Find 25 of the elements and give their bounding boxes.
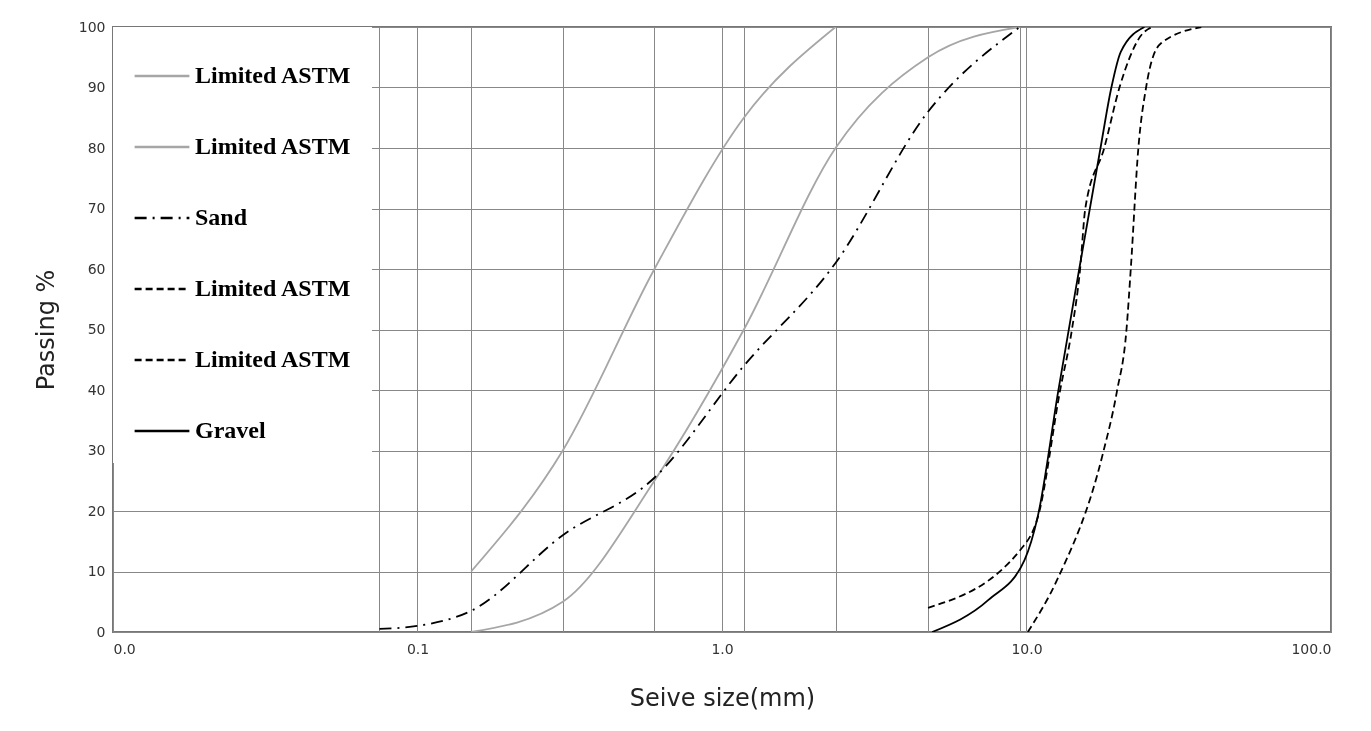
legend-label: Limited ASTM xyxy=(195,62,351,88)
y-tick-label: 70 xyxy=(87,200,106,216)
y-axis-title: Passing % xyxy=(31,269,60,391)
legend-label: Limited ASTM xyxy=(195,133,351,159)
y-tick-label: 30 xyxy=(87,442,106,458)
y-tick-label: 90 xyxy=(87,79,106,95)
legend-label: Sand xyxy=(195,204,248,230)
line-series xyxy=(470,27,837,573)
x-axis-title: Seive size(mm) xyxy=(629,683,816,712)
y-tick-label: 20 xyxy=(87,502,106,519)
legend-label: Gravel xyxy=(195,417,266,443)
legend-label: Limited ASTM xyxy=(195,346,351,372)
y-tick-label: 0 xyxy=(96,623,106,640)
y-tick-label: 100 xyxy=(78,18,106,35)
y-tick-label: 40 xyxy=(87,381,106,398)
legend-label: Limited ASTM xyxy=(195,275,351,301)
x-tick-label: 1.0 xyxy=(711,640,734,657)
x-tick-label: 0.1 xyxy=(406,640,430,657)
y-tick-label: 10 xyxy=(87,563,106,579)
y-tick-label: 80 xyxy=(87,139,106,156)
x-tick-label: 10.0 xyxy=(1011,640,1043,657)
x-tick-label: 0.0 xyxy=(113,640,136,657)
y-tick-label: 50 xyxy=(87,321,106,337)
y-tick-label: 60 xyxy=(87,260,106,277)
x-tick-label: 100.0 xyxy=(1291,640,1332,657)
